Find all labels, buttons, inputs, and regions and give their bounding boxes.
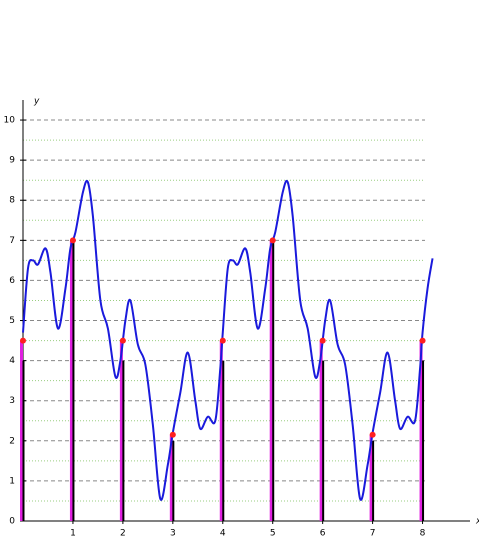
sample-stem [20, 340, 23, 521]
sample-dot [219, 337, 226, 344]
sample-stem [219, 340, 223, 521]
sample-stem [69, 240, 73, 522]
x-tick-label: 8 [420, 529, 426, 539]
y-tick-label: 1 [9, 476, 15, 486]
y-tick-label: 0 [9, 517, 15, 527]
sample-dot [319, 337, 326, 344]
stem [322, 360, 325, 521]
stem [172, 440, 175, 521]
y-tick-label: 3 [9, 396, 15, 406]
y-tick-label: 10 [4, 116, 16, 126]
x-tick-label: 5 [270, 529, 276, 539]
y-tick-label: 4 [9, 356, 15, 366]
sample-stem [419, 340, 423, 521]
y-tick-label: 2 [9, 436, 15, 446]
sample-dot [419, 337, 426, 344]
stem [222, 360, 225, 521]
sample-dot [20, 337, 26, 344]
sample-stem [319, 340, 323, 521]
x-tick-label: 1 [70, 529, 76, 539]
sample-dot [269, 237, 276, 244]
stem [122, 360, 125, 521]
curve [22, 179, 434, 501]
stem [72, 240, 75, 522]
y-axis-label: y [33, 97, 40, 107]
sample-stem [269, 240, 273, 522]
stem [272, 240, 275, 522]
sample-stem [369, 434, 373, 521]
stem [422, 360, 425, 521]
y-tick-label: 8 [9, 196, 15, 206]
sample-dot [69, 237, 76, 244]
sample-dot [119, 337, 126, 344]
y-tick-label: 7 [9, 236, 15, 246]
sample-dot [369, 431, 376, 438]
x-axis-label: x [475, 517, 479, 527]
sample-dot [169, 431, 176, 438]
x-tick-label: 2 [120, 529, 126, 539]
sample-stem [169, 434, 173, 521]
y-tick-label: 6 [9, 276, 15, 286]
x-tick-label: 7 [370, 529, 376, 539]
stem [22, 360, 25, 521]
x-tick-label: 4 [220, 529, 226, 539]
stem [372, 440, 375, 521]
y-tick-label: 9 [9, 156, 15, 166]
x-tick-label: 3 [170, 529, 176, 539]
sample-stem [119, 340, 123, 521]
y-tick-label: 5 [9, 316, 15, 326]
x-tick-label: 6 [320, 529, 326, 539]
